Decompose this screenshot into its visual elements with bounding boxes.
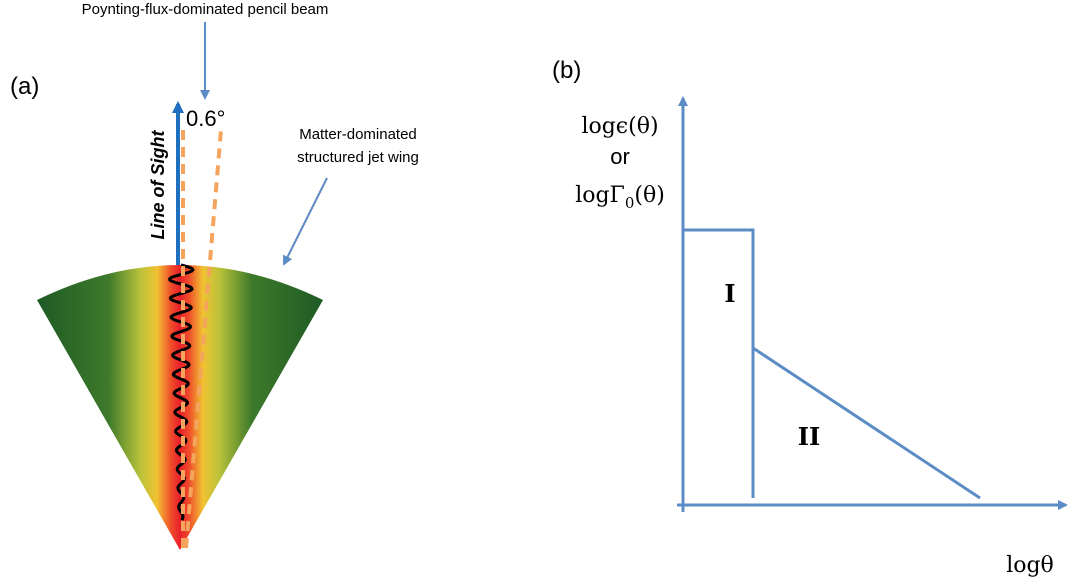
wing-arrow — [284, 178, 327, 264]
panel-label: (b) — [552, 57, 581, 84]
region-label: II — [798, 422, 820, 451]
y-label: logΓ0(θ) — [575, 183, 665, 212]
power-law-profile — [753, 348, 980, 498]
figure: (a) Poynting-flux-dominated pencil beam … — [0, 0, 1075, 585]
angle-label: 0.6° — [186, 106, 225, 131]
beam-label: Poynting-flux-dominated pencil beam — [82, 1, 329, 18]
y-label: logϵ(θ) — [581, 114, 658, 139]
region-label: I — [724, 279, 735, 308]
wing-label: structured jet wing — [297, 149, 419, 166]
x-label: logθ — [1006, 553, 1054, 578]
y-label-sub: 0 — [625, 194, 635, 212]
y-label: or — [610, 144, 630, 169]
step-profile — [683, 230, 753, 498]
y-label-base: logΓ — [575, 183, 625, 208]
wing-label: Matter-dominated — [299, 126, 417, 143]
panel-label: (a) — [10, 73, 39, 100]
page: (a) Poynting-flux-dominated pencil beam … — [0, 0, 1075, 585]
y-label-arg: (θ) — [634, 183, 664, 208]
line-of-sight-label: Line of Sight — [148, 130, 168, 240]
